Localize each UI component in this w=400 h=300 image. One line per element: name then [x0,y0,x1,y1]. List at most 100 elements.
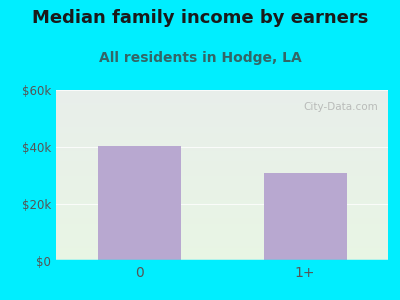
Text: Median family income by earners: Median family income by earners [32,9,368,27]
Bar [56,131,388,132]
Bar [56,91,388,92]
Bar [56,174,388,175]
Bar [56,182,388,183]
Bar [56,184,388,185]
Bar [56,224,388,225]
Bar [56,92,388,93]
Bar [56,161,388,162]
Bar [56,101,388,102]
Bar [56,243,388,244]
Bar [56,231,388,232]
Bar [56,253,388,254]
Bar [56,127,388,128]
Bar [56,217,388,218]
Bar [56,191,388,192]
Bar [56,245,388,246]
Bar [56,258,388,259]
Bar [56,140,388,141]
Bar [56,241,388,242]
Bar [56,130,388,131]
Bar [56,229,388,230]
Bar [56,193,388,194]
Bar [56,115,388,116]
Bar [56,154,388,155]
Bar [56,223,388,224]
Bar [56,201,388,202]
Bar [56,110,388,111]
Bar [56,257,388,258]
Bar [56,207,388,208]
Bar [56,102,388,103]
Bar [56,200,388,201]
Bar [56,166,388,167]
Bar [56,148,388,149]
Bar [56,137,388,138]
Bar [56,109,388,110]
Bar [56,203,388,204]
Bar [56,114,388,115]
Bar [56,164,388,165]
Bar [56,246,388,247]
Bar [56,141,388,142]
Bar [56,180,388,181]
Bar [56,210,388,211]
Bar [56,96,388,97]
Bar [56,133,388,134]
Bar [56,195,388,196]
Bar [56,118,388,119]
Bar [56,235,388,236]
Bar [56,168,388,169]
Bar [56,132,388,133]
Bar [56,214,388,215]
Bar [56,108,388,109]
Bar [56,171,388,172]
Bar [56,256,388,257]
Bar [56,104,388,105]
Bar [56,170,388,171]
Bar [56,233,388,234]
Bar [56,173,388,174]
Bar [56,95,388,96]
Bar [56,230,388,231]
Bar [56,215,388,216]
Bar [56,205,388,206]
Bar [56,177,388,178]
Bar [264,172,346,261]
Bar [56,204,388,205]
Bar [56,112,388,113]
Bar [56,176,388,177]
Bar [56,198,388,199]
Bar [56,188,388,189]
Bar [56,142,388,143]
Bar [56,153,388,154]
Bar [56,111,388,112]
Bar [56,134,388,135]
Bar [56,183,388,184]
Bar [56,249,388,250]
Bar [56,167,388,168]
Bar [56,158,388,159]
Bar [56,119,388,120]
Bar [56,216,388,217]
Bar [56,221,388,222]
Text: All residents in Hodge, LA: All residents in Hodge, LA [99,51,301,65]
Bar [56,212,388,213]
Bar [56,113,388,114]
Bar [56,163,388,164]
Bar [56,103,388,104]
Text: City-Data.com: City-Data.com [303,102,378,112]
Bar [56,213,388,214]
Bar [56,150,388,151]
Bar [56,129,388,130]
Bar [56,156,388,157]
Bar [56,234,388,235]
Bar [56,128,388,129]
Bar [56,226,388,227]
Bar [56,145,388,146]
Bar [56,238,388,239]
Bar [56,219,388,220]
Bar [56,250,388,251]
Bar [56,236,388,237]
Bar [56,172,388,173]
Bar [56,159,388,160]
